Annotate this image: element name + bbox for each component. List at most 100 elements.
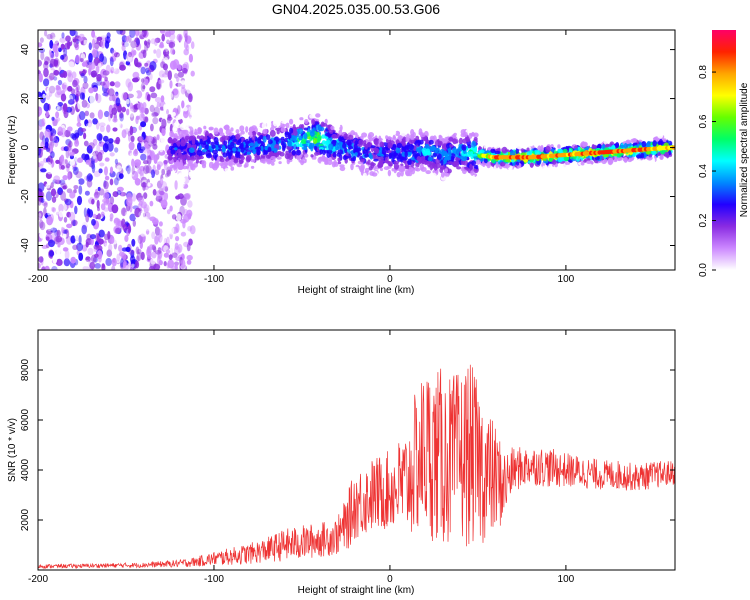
ridge-cell bbox=[643, 133, 649, 138]
ridge-cell bbox=[232, 121, 239, 128]
noise-cell bbox=[62, 247, 69, 252]
noise-cell bbox=[143, 225, 151, 232]
ridge-cell bbox=[542, 165, 546, 169]
noise-cell bbox=[59, 155, 65, 166]
noise-cell bbox=[75, 54, 80, 64]
noise-cell bbox=[144, 62, 149, 67]
noise-cell bbox=[66, 223, 73, 229]
ridge-cell bbox=[315, 113, 321, 118]
noise-cell bbox=[87, 247, 94, 256]
noise-cell bbox=[131, 171, 135, 177]
noise-cell bbox=[184, 194, 191, 201]
noise-cell bbox=[146, 145, 151, 154]
noise-cell bbox=[108, 112, 112, 122]
ridge-cell bbox=[328, 115, 332, 121]
ridge-cell bbox=[272, 140, 276, 145]
noise-cell bbox=[98, 238, 104, 245]
noise-cell bbox=[125, 60, 131, 66]
ridge-cell bbox=[297, 128, 304, 135]
noise-cell bbox=[39, 191, 45, 199]
noise-cell bbox=[89, 234, 97, 240]
ridge-cell bbox=[309, 130, 315, 137]
ridge-cell bbox=[404, 146, 410, 151]
ridge-cell bbox=[287, 141, 292, 147]
ridge-cell bbox=[219, 128, 223, 134]
noise-cell bbox=[86, 145, 93, 154]
ridge-cell bbox=[379, 161, 384, 167]
ridge-cell bbox=[203, 125, 207, 130]
noise-cell bbox=[49, 72, 55, 81]
noise-cell bbox=[60, 127, 67, 138]
noise-cell bbox=[42, 221, 47, 231]
ridge-cell bbox=[274, 164, 280, 171]
noise-cell bbox=[68, 140, 73, 148]
noise-cell bbox=[150, 123, 154, 132]
noise-cell bbox=[102, 79, 110, 89]
noise-cell bbox=[66, 40, 71, 50]
noise-cell bbox=[138, 200, 143, 206]
ridge-cell bbox=[473, 132, 479, 138]
ridge-cell bbox=[501, 146, 508, 154]
ridge-cell bbox=[372, 154, 378, 159]
ridge-cell bbox=[372, 187, 379, 193]
ridge-cell bbox=[454, 157, 461, 161]
ridge-cell bbox=[401, 138, 406, 142]
ridge-cell bbox=[355, 173, 361, 180]
noise-cell bbox=[176, 33, 183, 42]
noise-cell bbox=[175, 236, 180, 242]
noise-cell bbox=[162, 181, 168, 188]
noise-cell bbox=[117, 117, 122, 127]
noise-cell bbox=[45, 161, 52, 172]
noise-cell bbox=[50, 151, 55, 159]
ridge-cell bbox=[267, 146, 272, 152]
ridge-cell bbox=[172, 163, 179, 169]
ridge-cell bbox=[453, 160, 460, 166]
noise-cell bbox=[88, 52, 93, 63]
noise-cell bbox=[38, 199, 42, 206]
ridge-cell bbox=[240, 156, 245, 161]
noise-cell bbox=[70, 151, 75, 156]
colorbar: 0.0 0.2 0.4 0.6 0.8 Normalized spectral ampl… bbox=[698, 30, 750, 277]
noise-cell bbox=[174, 73, 178, 79]
y-tick-label: 4000 bbox=[20, 458, 31, 481]
noise-cell bbox=[49, 39, 54, 49]
ridge-cell bbox=[293, 163, 299, 170]
noise-cell bbox=[159, 145, 164, 153]
ridge-cell bbox=[373, 127, 377, 132]
noise-cell bbox=[150, 258, 156, 265]
ridge-cell bbox=[370, 177, 375, 182]
ridge-cell bbox=[230, 141, 235, 147]
ridge-cell bbox=[289, 127, 294, 134]
ridge-cell bbox=[562, 148, 568, 154]
ridge-cell bbox=[309, 114, 314, 119]
ridge-cell bbox=[432, 152, 438, 157]
noise-cell bbox=[56, 247, 61, 256]
ridge-cell bbox=[441, 143, 448, 149]
noise-cell bbox=[108, 95, 113, 101]
snr-x-axis-label: Height of straight line (km) bbox=[298, 585, 415, 596]
ridge-cell bbox=[282, 115, 286, 122]
noise-cell bbox=[45, 191, 53, 202]
noise-cell bbox=[107, 142, 114, 152]
noise-cell bbox=[169, 60, 177, 70]
ridge-cell bbox=[461, 144, 467, 151]
noise-cell bbox=[44, 141, 49, 149]
noise-cell bbox=[177, 243, 183, 253]
ridge-cell bbox=[188, 171, 195, 177]
noise-cell bbox=[103, 180, 109, 190]
spectrogram-y-axis-label: Frequency (Hz) bbox=[7, 116, 18, 185]
ridge-cell bbox=[214, 160, 219, 167]
noise-cell bbox=[76, 84, 80, 93]
ridge-cell bbox=[393, 162, 399, 170]
noise-cell bbox=[161, 33, 165, 42]
ridge-cell bbox=[652, 150, 657, 155]
ridge-cell bbox=[300, 160, 307, 164]
ridge-cell bbox=[467, 144, 472, 149]
ridge-cell bbox=[293, 171, 300, 176]
noise-cell bbox=[112, 118, 118, 123]
noise-cell bbox=[88, 174, 94, 181]
noise-cell bbox=[48, 91, 53, 97]
spectrogram-x-axis-label: Height of straight line (km) bbox=[298, 285, 415, 296]
ridge-cell bbox=[583, 159, 587, 163]
